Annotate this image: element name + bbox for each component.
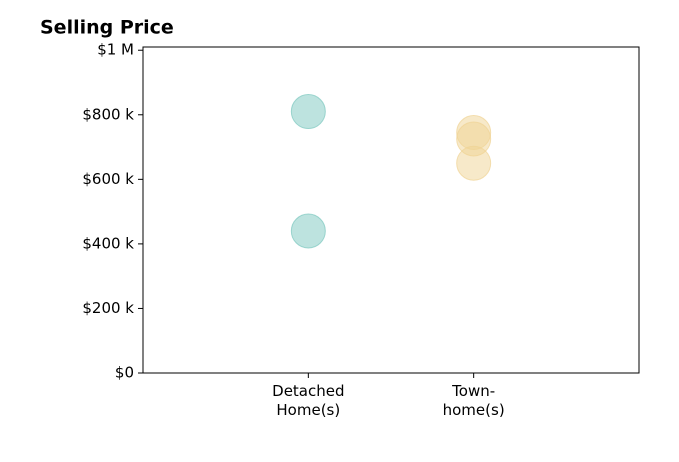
y-tick-label: $1 M xyxy=(97,41,134,59)
point xyxy=(456,145,492,181)
x-tick-label: Detached Home(s) xyxy=(272,382,345,419)
y-tick-label: $0 xyxy=(115,364,134,382)
point xyxy=(290,213,326,249)
point xyxy=(290,94,326,130)
y-tick-label: $800 k xyxy=(82,105,134,123)
x-tick-label: Town- home(s) xyxy=(442,382,505,419)
chart-title: Selling Price xyxy=(40,17,174,39)
y-tick-label: $200 k xyxy=(82,299,134,317)
y-tick-label: $400 k xyxy=(82,234,134,252)
plot-frame xyxy=(142,46,640,374)
y-tick-label: $600 k xyxy=(82,170,134,188)
